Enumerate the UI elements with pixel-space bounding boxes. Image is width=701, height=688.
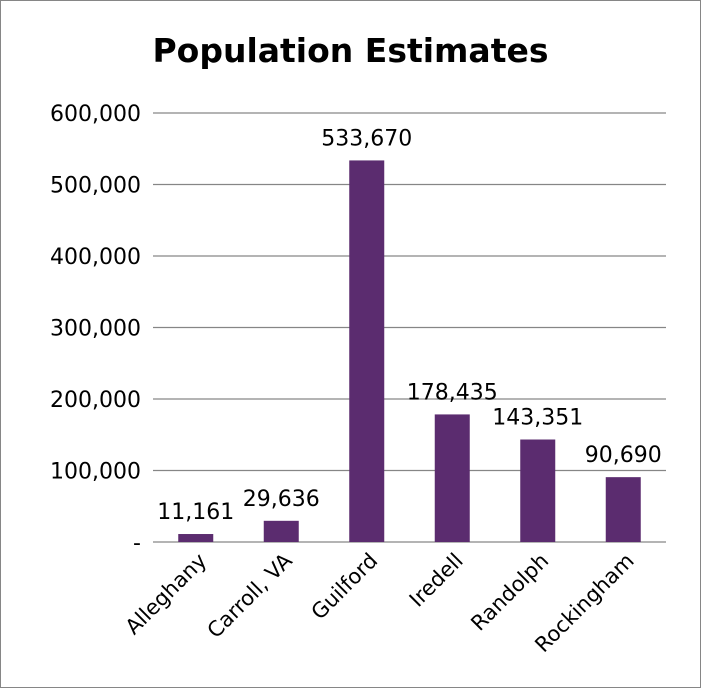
category-label: Randolph xyxy=(466,549,553,636)
bar xyxy=(263,520,299,542)
y-tick-label: 200,000 xyxy=(50,388,141,413)
data-label: 143,351 xyxy=(492,406,583,431)
bars xyxy=(178,160,641,542)
category-label: Carroll, VA xyxy=(203,548,298,643)
y-tick-label: 500,000 xyxy=(50,174,141,199)
gridlines xyxy=(153,112,666,543)
y-tick-label: 100,000 xyxy=(50,460,141,485)
data-label: 533,670 xyxy=(321,126,412,151)
bar xyxy=(605,477,641,542)
bar xyxy=(434,414,470,542)
y-tick-label: - xyxy=(133,531,141,556)
y-tick-label: 600,000 xyxy=(50,102,141,127)
y-axis-tick-labels: - 100,000 200,000 300,000 400,000 500,000 600,… xyxy=(50,102,141,556)
category-label: Guilford xyxy=(307,549,383,625)
category-label: Iredell xyxy=(405,549,468,612)
data-label: 90,690 xyxy=(585,443,662,468)
bar xyxy=(178,534,214,542)
category-label: Alleghany xyxy=(121,549,212,640)
data-label: 178,435 xyxy=(407,380,498,405)
y-tick-label: 300,000 xyxy=(50,317,141,342)
data-label: 11,161 xyxy=(157,500,234,525)
bar xyxy=(520,439,556,542)
data-label: 29,636 xyxy=(243,487,320,512)
chart-title: Population Estimates xyxy=(152,31,549,70)
y-tick-label: 400,000 xyxy=(50,245,141,270)
bar xyxy=(349,160,385,542)
